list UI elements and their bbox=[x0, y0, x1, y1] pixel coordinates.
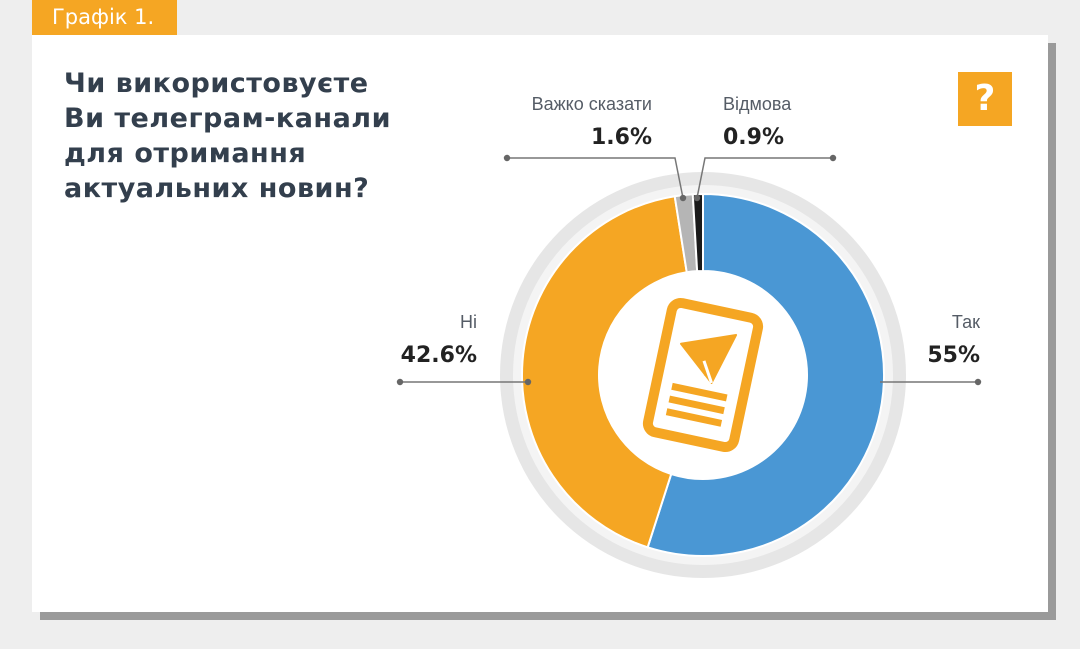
slice-value-label: 55% bbox=[927, 343, 980, 368]
leader-dot bbox=[829, 154, 837, 162]
leader-dot bbox=[503, 154, 511, 162]
slice-value-label: 42.6% bbox=[401, 343, 477, 368]
slice-category-label: Ні bbox=[460, 312, 477, 332]
slice-category-label: Важко сказати bbox=[532, 94, 652, 114]
leader-dot bbox=[974, 378, 982, 386]
leader-line-2 bbox=[507, 157, 684, 199]
telegram-phone-icon bbox=[642, 297, 764, 453]
leader-lines bbox=[396, 154, 982, 386]
slice-category-label: Так bbox=[952, 312, 980, 332]
slice-value-label: 0.9% bbox=[723, 125, 784, 150]
donut-hole bbox=[599, 271, 807, 479]
leader-dot bbox=[396, 378, 404, 386]
leader-dot bbox=[679, 194, 687, 202]
chart-title: Чи використовуєте Ви телеграм-канали для… bbox=[64, 68, 391, 204]
chart-tag: Графік 1. bbox=[32, 0, 177, 35]
slice-category-label: Відмова bbox=[723, 94, 792, 114]
leader-line-3 bbox=[696, 157, 833, 199]
slice-value-label: 1.6% bbox=[591, 125, 652, 150]
slice-labels: Так 55% Ні 42.6% Важко сказати 1.6% Відмова 0.9… bbox=[401, 94, 980, 368]
leader-dot bbox=[693, 194, 701, 202]
leader-dot bbox=[524, 378, 532, 386]
question-mark-icon: ? bbox=[958, 72, 1012, 126]
